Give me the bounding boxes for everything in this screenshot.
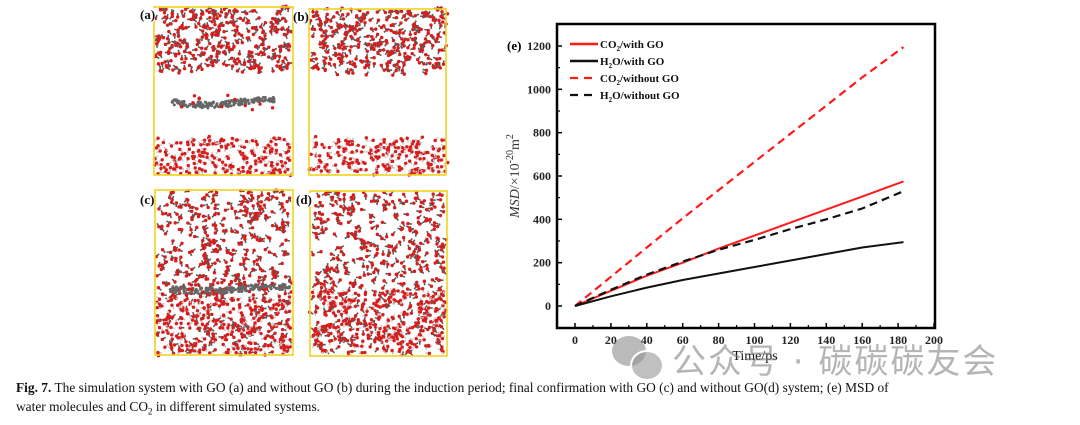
x-tick-label: 140 xyxy=(817,333,835,347)
panel-label-b: (b) xyxy=(293,9,309,24)
panel-b-snapshot xyxy=(307,5,450,177)
caption-line2b: in different simulated systems. xyxy=(152,399,320,414)
y-tick-label: 800 xyxy=(533,126,551,140)
caption-line2a: water molecules and CO xyxy=(16,399,149,414)
x-tick-label: 0 xyxy=(572,333,578,347)
legend: CO2/with GO H2O/with GO CO2/without GO H2O/… xyxy=(570,39,680,104)
figure-label: Fig. 7. xyxy=(16,380,52,395)
x-tick-label: 60 xyxy=(677,333,689,347)
y-tick-label: 1000 xyxy=(527,82,551,96)
panel-d-snapshot xyxy=(307,190,449,357)
panel-label-c: (c) xyxy=(140,192,155,207)
molecular-snapshots xyxy=(152,4,450,358)
caption-line1: The simulation system with GO (a) and wi… xyxy=(51,380,889,395)
y-tick-label: 600 xyxy=(533,169,551,183)
x-tick-label: 160 xyxy=(853,333,871,347)
y-tick-label: 1200 xyxy=(527,39,551,53)
y-tick-label: 0 xyxy=(545,299,551,313)
legend-label: CO2/with GO xyxy=(600,39,664,53)
legend-label: CO2/without GO xyxy=(600,73,679,87)
legend-label: H2O/without GO xyxy=(600,90,680,104)
x-tick-label: 20 xyxy=(605,333,617,347)
x-tick-label: 80 xyxy=(713,333,725,347)
y-label-sup: -20 xyxy=(505,150,516,163)
series-line-2 xyxy=(574,46,905,307)
y-tick-label: 400 xyxy=(533,212,551,226)
legend-label: H2O/with GO xyxy=(600,56,665,70)
panel-label-e: (e) xyxy=(507,38,521,53)
series-lines xyxy=(574,46,905,308)
y-tick-label: 200 xyxy=(533,256,551,270)
panel-a-snapshot xyxy=(152,4,294,178)
y-axis-label: MSD/×10-20m2 xyxy=(505,134,523,219)
y-label-italic: MSD xyxy=(508,189,523,219)
x-tick-label: 40 xyxy=(641,333,653,347)
panel-label-a: (a) xyxy=(140,7,156,22)
series-line-3 xyxy=(574,190,904,308)
panel-c-snapshot xyxy=(154,188,294,358)
x-axis-label: Time/ps xyxy=(732,349,777,364)
x-tick-label: 100 xyxy=(746,333,764,347)
caption-sub: 2 xyxy=(148,406,153,417)
axes-frame xyxy=(555,22,937,330)
x-tick-label: 200 xyxy=(925,333,943,347)
x-tick-label: 120 xyxy=(781,333,799,347)
x-tick-label: 180 xyxy=(889,333,907,347)
y-label-unit-sup: 2 xyxy=(505,134,516,139)
series-line-1 xyxy=(574,241,904,307)
panel-label-d: (d) xyxy=(296,192,312,207)
y-label-unit: m xyxy=(508,139,523,150)
msd-chart: 0 20 40 60 80 100 120 140 160 180 200 0 200 400 600 800… xyxy=(505,22,943,364)
y-label-rest: /×10 xyxy=(508,163,523,189)
figure-caption: Fig. 7. The simulation system with GO (a… xyxy=(16,378,1076,422)
